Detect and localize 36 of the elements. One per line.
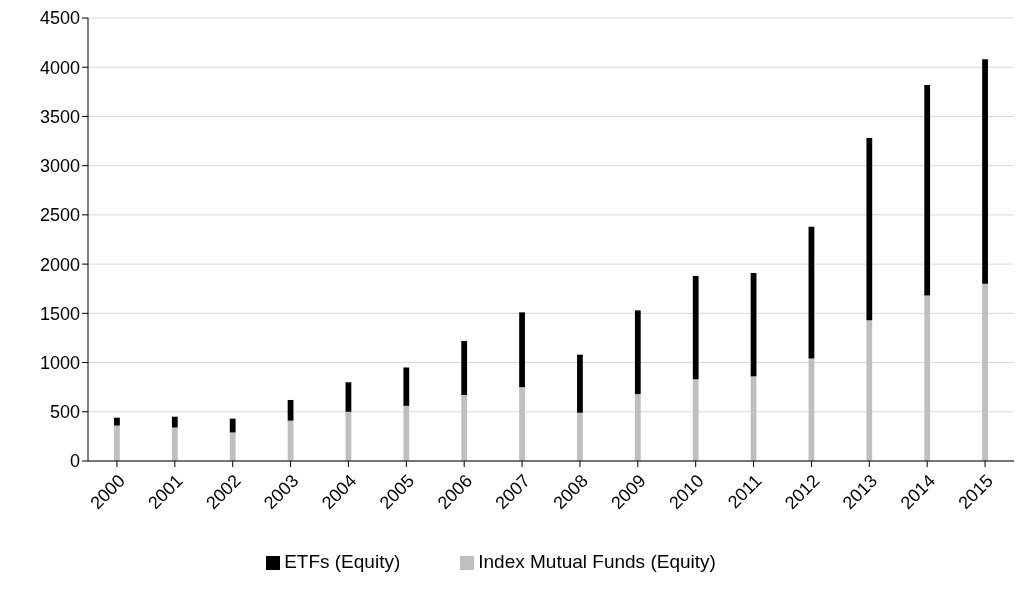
bar [982,59,988,284]
bar [403,367,410,406]
bar [114,425,120,461]
legend-label: Index Mutual Funds (Equity) [478,551,716,572]
bar [982,283,988,461]
y-tick-label: 500 [49,402,80,423]
y-tick-label: 0 [69,451,80,472]
bar [866,138,873,321]
bar [519,312,525,388]
bar [403,405,410,461]
bar [461,395,468,461]
y-tick-label: 3500 [39,106,80,127]
y-tick-label: 2500 [39,205,80,226]
bar [461,340,468,396]
bar [924,84,931,296]
bar [171,416,178,428]
bar [924,295,931,461]
bar [577,412,583,461]
bar [692,379,699,461]
bar [577,354,583,413]
y-tick-label: 1500 [39,303,80,324]
bar [171,427,178,461]
bar [519,387,525,461]
bar [229,432,236,461]
bar [634,310,641,395]
y-tick-label: 2000 [39,254,80,275]
bar [114,417,120,426]
bar [692,275,699,380]
bar [229,418,236,433]
bar [634,394,641,461]
legend-label: ETFs (Equity) [284,551,401,572]
y-tick-label: 4500 [39,8,80,29]
bar [866,320,873,461]
y-tick-label: 4000 [39,57,80,78]
y-tick-label: 1000 [39,352,80,373]
y-tick-label: 3000 [39,156,80,177]
